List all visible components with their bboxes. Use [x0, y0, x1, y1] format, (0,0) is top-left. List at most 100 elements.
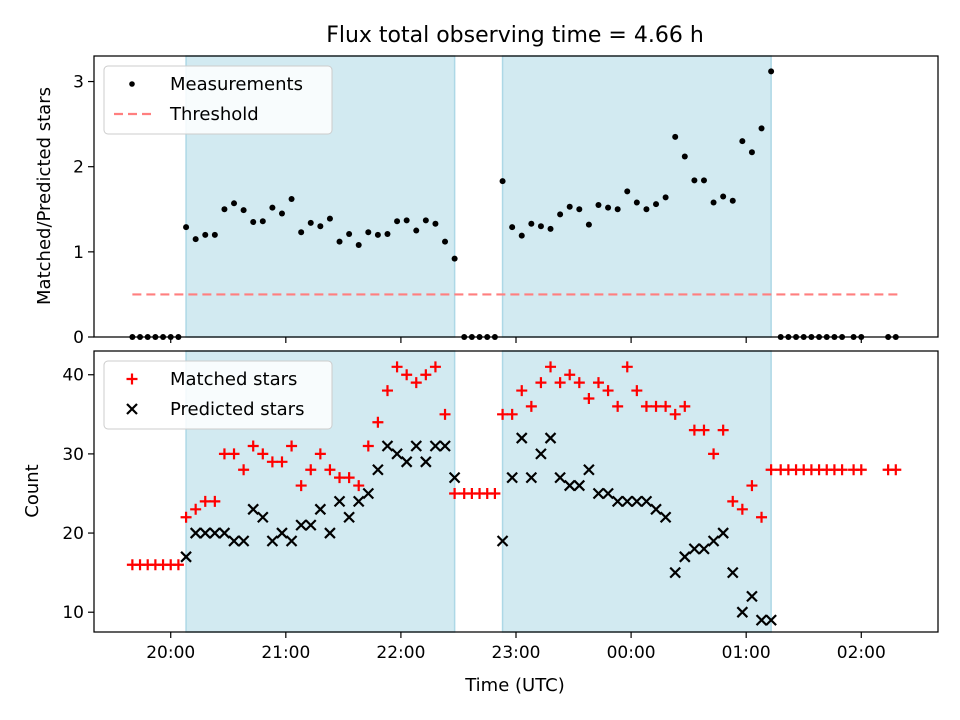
matched-star-point: [295, 480, 307, 492]
matched-star-point: [727, 495, 739, 507]
legend-measurement-marker: [129, 81, 135, 87]
predicted-star-point: [420, 456, 432, 468]
measurement-point: [384, 230, 391, 237]
measurement-point: [710, 199, 717, 206]
matched-star-point: [592, 377, 604, 389]
measurement-point: [681, 153, 688, 160]
predicted-star-point: [765, 614, 777, 626]
measurement-point: [307, 219, 314, 226]
predicted-star-point: [573, 479, 586, 492]
matched-star-point: [334, 472, 346, 484]
measurement-point: [326, 215, 333, 222]
ratio-y-label: Matched/Predicted stars: [34, 87, 55, 305]
predicted-star-point: [304, 519, 317, 531]
matched-star-point: [324, 464, 336, 476]
predicted-star-point: [314, 503, 327, 516]
predicted-star-point: [688, 543, 701, 555]
predicted-star-point: [362, 487, 375, 500]
measurement-point: [183, 224, 190, 231]
predicted-star-point: [228, 535, 240, 547]
matched-star-point: [756, 511, 768, 523]
matched-star-point: [545, 361, 557, 373]
legend-box: [103, 65, 333, 135]
legend-matched-marker: [126, 373, 138, 385]
predicted-star-point: [669, 566, 681, 579]
measurement-point: [192, 236, 199, 243]
predicted-star-point: [410, 440, 423, 452]
matched-star-point: [746, 480, 758, 492]
matched-star-point: [525, 400, 537, 412]
count-x-axis: 20:00 21:00 22:00 23:00 00:00 01:00 02:00: [146, 632, 886, 663]
measurement-point: [231, 200, 238, 207]
predicted-star-point: [352, 495, 365, 508]
measurement-point: [595, 202, 602, 209]
predicted-star-point: [257, 511, 269, 524]
matched-star-point: [516, 385, 528, 397]
matched-star-point: [391, 361, 403, 373]
matched-star-point: [353, 480, 365, 492]
predicted-star-point: [535, 448, 547, 460]
x-tick-label: 20:00: [146, 643, 195, 663]
measurement-point: [374, 231, 381, 238]
measurement-point: [566, 203, 573, 210]
measurement-point: [720, 193, 727, 200]
matched-star-point: [228, 448, 240, 460]
x-tick-label: 23:00: [492, 643, 541, 663]
measurement-point: [700, 177, 707, 184]
matched-star-point: [506, 408, 518, 420]
measurement-point: [739, 138, 746, 145]
measurement-point: [346, 230, 353, 237]
predicted-star-point: [266, 535, 279, 547]
star-count-points: [126, 361, 902, 626]
measurement-point: [653, 201, 660, 208]
matched-star-point: [314, 448, 326, 460]
matched-star-point: [247, 440, 259, 452]
measurement-point: [403, 217, 410, 224]
predicted-star-point: [746, 590, 758, 603]
predicted-star-point: [400, 456, 413, 468]
measurement-point: [576, 206, 583, 213]
predicted-star-point: [343, 511, 355, 524]
predicted-star-point: [525, 471, 538, 484]
matched-star-point: [554, 377, 566, 389]
matched-star-point: [257, 448, 269, 460]
matched-star-point: [372, 416, 384, 428]
measurement-point: [278, 210, 285, 217]
predicted-star-point: [199, 527, 212, 539]
measurement-point: [614, 206, 621, 213]
measurement-point: [557, 211, 564, 218]
measurement-point: [691, 177, 698, 184]
matched-star-point: [573, 377, 585, 389]
matched-star-point: [305, 464, 317, 476]
ratio-legend: Measurements Threshold: [103, 65, 333, 135]
predicted-star-point: [640, 495, 653, 508]
matched-star-point: [286, 440, 298, 452]
measurement-point: [509, 224, 516, 231]
predicted-star-point: [496, 535, 509, 547]
matched-star-point: [890, 464, 902, 476]
predicted-star-point: [602, 487, 614, 500]
measurement-point: [451, 255, 458, 262]
legend-label: Matched stars: [170, 369, 297, 390]
matched-star-point: [172, 559, 184, 571]
measurement-point: [298, 229, 305, 236]
x-tick-label: 02:00: [837, 643, 886, 663]
matched-star-point: [717, 424, 729, 436]
y-tick-label: 0: [73, 328, 84, 348]
measurement-point: [240, 207, 247, 214]
predicted-star-point: [659, 511, 672, 524]
x-tick-label: 21:00: [261, 643, 310, 663]
matched-star-point: [669, 408, 681, 420]
measurement-point: [317, 223, 324, 230]
matched-star-point: [410, 377, 422, 389]
measurement-point: [269, 204, 276, 211]
y-tick-label: 20: [62, 524, 84, 544]
predicted-star-point: [544, 432, 557, 444]
y-tick-label: 1: [73, 243, 84, 263]
predicted-star-point: [736, 606, 749, 618]
matched-star-point: [660, 400, 672, 412]
predicted-star-point: [333, 495, 346, 508]
measurement-point: [288, 196, 295, 203]
legend-predicted-marker: [126, 403, 138, 415]
